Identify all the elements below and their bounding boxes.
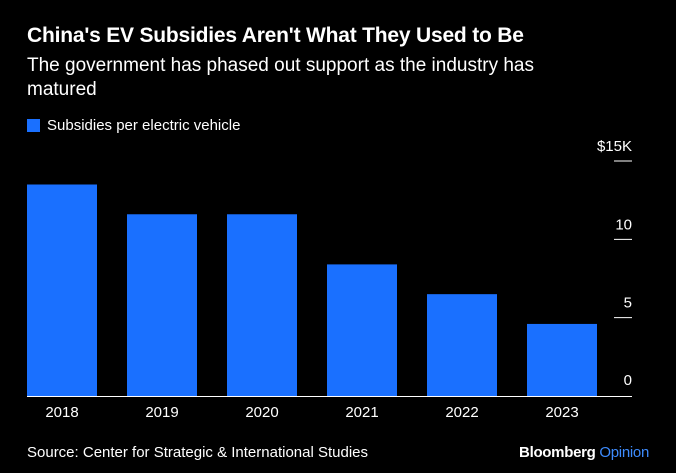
bar-2022 bbox=[427, 294, 497, 396]
x-tick-label: 2018 bbox=[45, 404, 78, 421]
bar-2020 bbox=[227, 214, 297, 396]
y-tick-label: 5 bbox=[624, 295, 632, 312]
legend: Subsidies per electric vehicle bbox=[27, 117, 240, 134]
legend-swatch bbox=[27, 119, 40, 132]
y-tick-label: $15K bbox=[597, 138, 632, 155]
bar-2021 bbox=[327, 264, 397, 396]
brand-name: Bloomberg bbox=[519, 444, 596, 461]
chart-title: China's EV Subsidies Aren't What They Us… bbox=[27, 24, 524, 47]
chart-subtitle: The government has phased out support as… bbox=[27, 55, 534, 100]
x-tick-label: 2020 bbox=[245, 404, 278, 421]
x-tick-label: 2021 bbox=[345, 404, 378, 421]
brand-suffix: Opinion bbox=[599, 444, 649, 461]
y-tick-label: 10 bbox=[615, 216, 632, 233]
bar-2023 bbox=[527, 323, 597, 396]
x-tick-label: 2023 bbox=[545, 404, 578, 421]
bar-2018 bbox=[27, 184, 97, 396]
legend-label: Subsidies per electric vehicle bbox=[47, 117, 241, 134]
x-tick-label: 2022 bbox=[445, 404, 478, 421]
x-tick-label: 2019 bbox=[145, 404, 178, 421]
source-note: Source: Center for Strategic & Internati… bbox=[27, 444, 369, 461]
brand-logo: Bloomberg Opinion bbox=[519, 444, 649, 461]
y-tick-label: 0 bbox=[624, 372, 632, 389]
bar-2019 bbox=[127, 214, 197, 396]
